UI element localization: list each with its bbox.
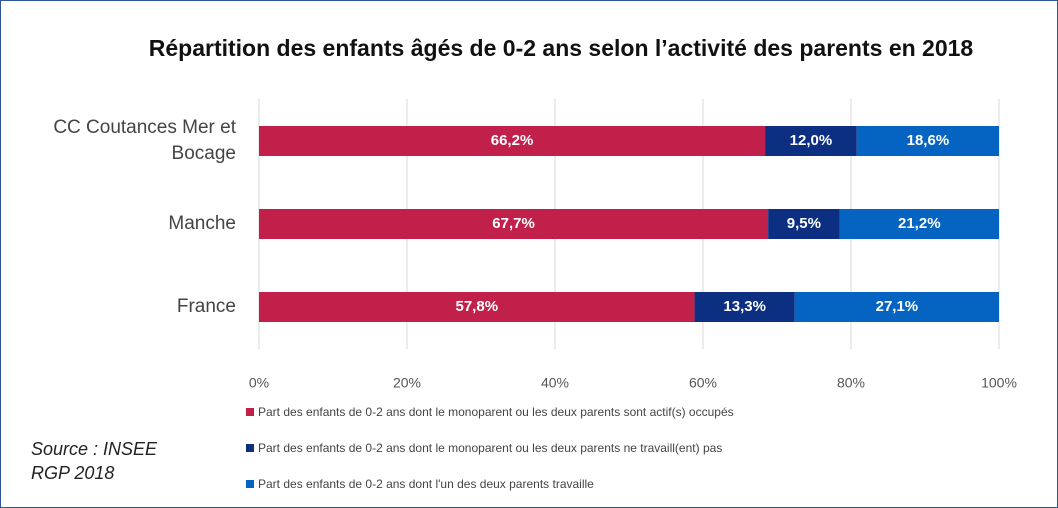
bar-segment xyxy=(259,126,766,156)
data-label: 27,1% xyxy=(876,298,919,315)
data-label: 18,6% xyxy=(907,132,950,149)
data-label: 57,8% xyxy=(456,298,499,315)
x-tick-label: 100% xyxy=(981,375,1017,391)
legend-label: Part des enfants de 0-2 ans dont l'un de… xyxy=(258,477,594,491)
legend-label: Part des enfants de 0-2 ans dont le mono… xyxy=(258,405,734,419)
legend-swatch xyxy=(246,408,254,416)
bar-segment xyxy=(839,209,999,239)
legend-label: Part des enfants de 0-2 ans dont le mono… xyxy=(258,441,723,455)
chart-title: Répartition des enfants âgés de 0-2 ans … xyxy=(148,35,974,61)
bar-segment xyxy=(694,292,795,322)
legend-item: Part des enfants de 0-2 ans dont le mono… xyxy=(246,405,734,419)
legend-swatch xyxy=(246,480,254,488)
y-tick-label: France xyxy=(176,296,236,317)
data-label: 67,7% xyxy=(492,215,535,232)
x-tick-label: 80% xyxy=(837,375,865,391)
data-label: 12,0% xyxy=(790,132,833,149)
x-tick-label: 60% xyxy=(689,375,717,391)
data-label: 66,2% xyxy=(491,132,534,149)
x-tick-label: 20% xyxy=(393,375,421,391)
x-tick-label: 0% xyxy=(249,375,269,391)
x-tick-label: 40% xyxy=(541,375,569,391)
data-label: 13,3% xyxy=(723,298,766,315)
bar-segment xyxy=(856,126,999,156)
legend-item: Part des enfants de 0-2 ans dont l'un de… xyxy=(246,477,594,491)
data-label: 9,5% xyxy=(787,215,821,232)
bar-segment xyxy=(259,209,769,239)
legend-swatch xyxy=(246,444,254,452)
bar-segment xyxy=(768,209,840,239)
bar-segment xyxy=(765,126,857,156)
bar-segment xyxy=(794,292,999,322)
bar-segment xyxy=(259,292,695,322)
y-tick-label: CC Coutances Mer et Bocage xyxy=(53,117,236,164)
source-note: Source : INSEE RGP 2018 xyxy=(31,439,158,483)
data-label: 21,2% xyxy=(898,215,941,232)
legend-item: Part des enfants de 0-2 ans dont le mono… xyxy=(246,441,722,455)
y-tick-label: Manche xyxy=(168,213,236,234)
